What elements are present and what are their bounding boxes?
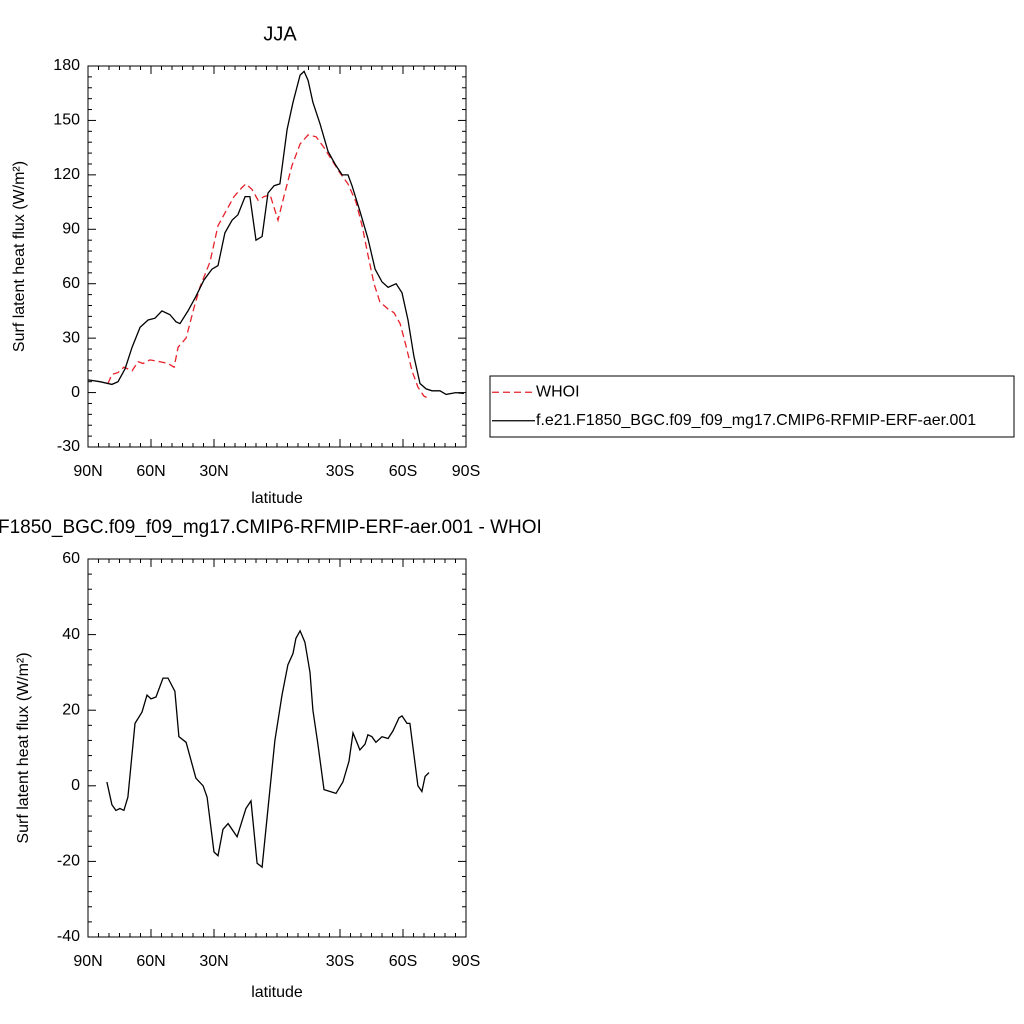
legend-box	[489, 375, 1015, 438]
y-tick-label: -30	[57, 438, 80, 455]
x-tick-label: 90S	[452, 463, 480, 480]
x-axis-label: latitude	[251, 490, 303, 507]
plot-frame	[87, 558, 467, 938]
y-tick-label: -40	[57, 928, 80, 945]
data-line	[107, 134, 429, 399]
data-line	[106, 629, 430, 869]
y-tick-label: 0	[71, 777, 80, 794]
y-tick-label: -20	[57, 853, 80, 870]
y-tick-label: 180	[53, 57, 80, 74]
y-tick-label: 120	[53, 166, 80, 183]
x-tick-label: 60N	[136, 953, 165, 970]
plot-frame	[87, 65, 467, 448]
y-tick-label: 30	[62, 329, 80, 346]
x-tick-label: 60N	[136, 463, 165, 480]
x-tick-label: 30N	[199, 953, 228, 970]
y-tick-label: 0	[71, 384, 80, 401]
x-tick-label: 30S	[326, 463, 354, 480]
chart-title: JJA	[263, 23, 297, 45]
chart-title: F1850_BGC.f09_f09_mg17.CMIP6-RFMIP-ERF-a…	[0, 517, 542, 538]
x-axis-label: latitude	[251, 984, 303, 1001]
x-tick-label: 30N	[199, 463, 228, 480]
y-tick-label: 60	[62, 550, 80, 567]
x-tick-label: 90N	[73, 953, 102, 970]
y-tick-label: 150	[53, 112, 80, 129]
x-tick-label: 30S	[326, 953, 354, 970]
y-axis-label: Surf latent heat flux (W/m²)	[11, 161, 28, 352]
y-tick-label: 90	[62, 221, 80, 238]
x-tick-label: 60S	[389, 463, 417, 480]
y-tick-label: 40	[62, 626, 80, 643]
data-line	[87, 70, 464, 396]
y-tick-label: 60	[62, 275, 80, 292]
x-tick-label: 90S	[452, 953, 480, 970]
legend-label: WHOI	[536, 383, 580, 400]
x-tick-label: 90N	[73, 463, 102, 480]
x-tick-label: 60S	[389, 953, 417, 970]
y-axis-label: Surf latent heat flux (W/m²)	[15, 652, 32, 843]
legend-label: f.e21.F1850_BGC.f09_f09_mg17.CMIP6-RFMIP…	[536, 412, 976, 429]
y-tick-label: 20	[62, 701, 80, 718]
